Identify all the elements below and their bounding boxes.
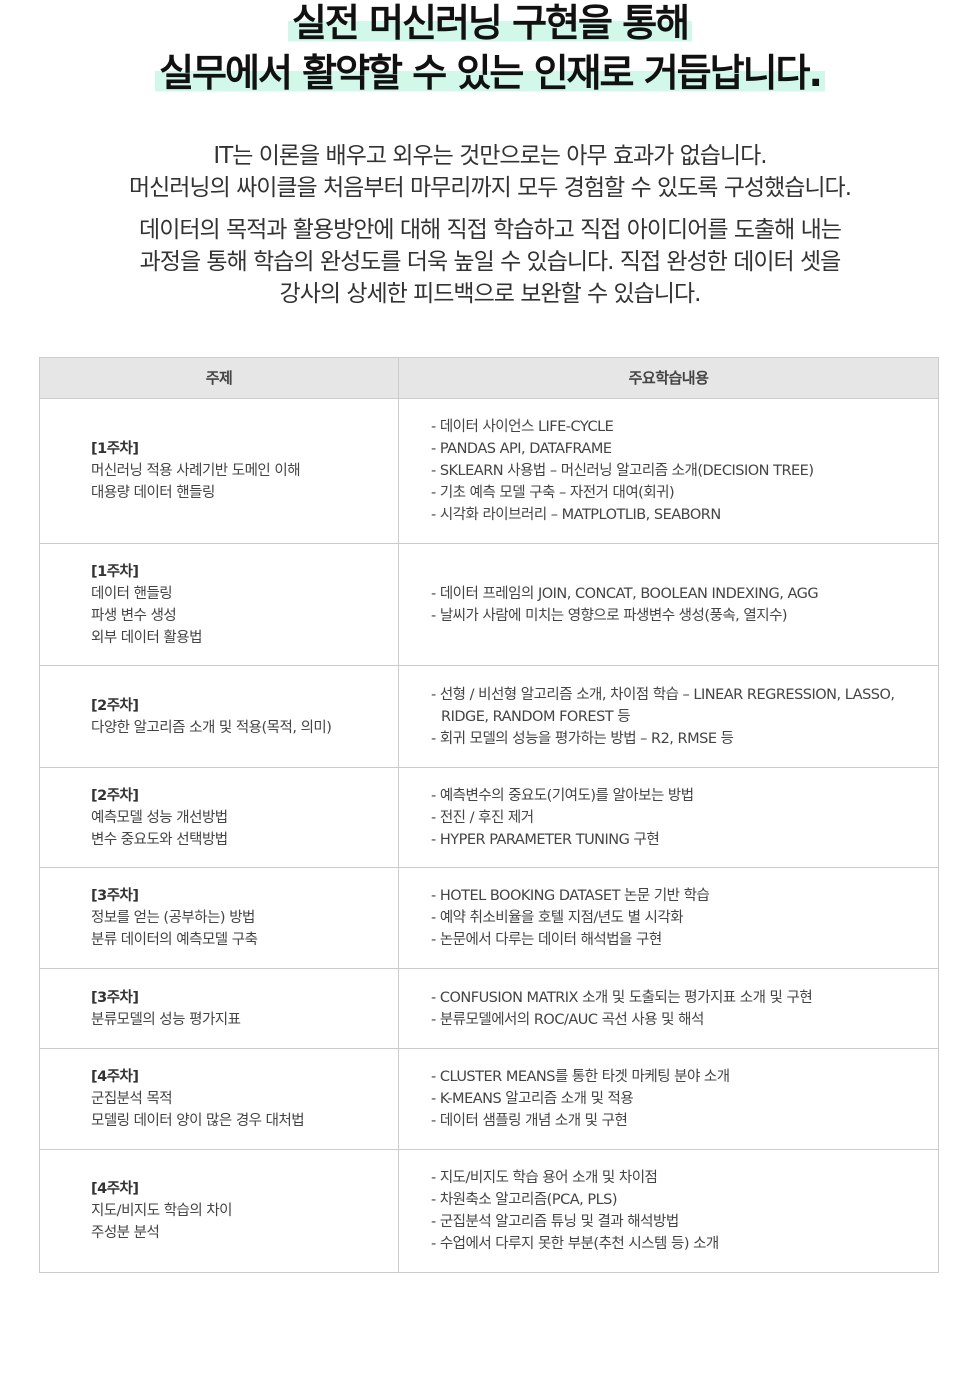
content-line: - 시각화 라이브러리 – MATPLOTLIB, SEABORN bbox=[431, 507, 721, 523]
contents-cell: - 예측변수의 중요도(기여도)를 알아보는 방법 - 전진 / 후진 제거 - H… bbox=[398, 767, 939, 868]
content-line: - 날씨가 사람에 미치는 영향으로 파생변수 생성(풍속, 열지수) bbox=[431, 607, 788, 624]
topic-line: 데이터 핸들링 bbox=[91, 585, 173, 602]
content-line: - PANDAS API, DATAFRAME bbox=[431, 441, 612, 457]
topic-cell: [3주차] 분류모델의 성능 평가지표 bbox=[39, 968, 399, 1049]
week-label: [2주차] bbox=[91, 697, 139, 714]
intro-paragraph-1: IT는 이론을 배우고 외우는 것만으로는 아무 효과가 없습니다. 머신러닝의 … bbox=[128, 143, 852, 201]
contents-cell: - 지도/비지도 학습 용어 소개 및 차이점 - 차원축소 알고리즘(PCA, … bbox=[398, 1149, 939, 1273]
table-row: [2주차] 다양한 알고리즘 소개 및 적용(목적, 의미) - 선형 / 비선형 … bbox=[39, 665, 939, 768]
topic-line: 주성분 분석 bbox=[91, 1225, 160, 1241]
content-line: - 데이터 사이언스 LIFE-CYCLE bbox=[431, 419, 614, 435]
content-line: - SKLEARN 사용법 – 머신러닝 알고리즘 소개(DECISION TR… bbox=[431, 463, 814, 479]
intro-text: IT는 이론을 배우고 외우는 것만으로는 아무 효과가 없습니다. 머신러닝의 … bbox=[0, 140, 980, 310]
topic-line: 파생 변수 생성 bbox=[91, 607, 177, 624]
intro-paragraph-2: 데이터의 목적과 활용방안에 대해 직접 학습하고 직접 아이디어를 도출해 내… bbox=[139, 217, 842, 307]
week-label: [4주차] bbox=[91, 1069, 139, 1085]
week-label: [3주차] bbox=[91, 888, 139, 904]
topic-line: 정보를 얻는 (공부하는) 방법 bbox=[91, 910, 255, 926]
contents-cell: - CLUSTER MEANS를 통한 타겟 마케팅 분야 소개 - K-MEAN… bbox=[398, 1048, 939, 1150]
content-line: - CLUSTER MEANS를 통한 타겟 마케팅 분야 소개 bbox=[431, 1069, 730, 1085]
week-label: [1주차] bbox=[91, 563, 139, 580]
contents-cell: - 데이터 사이언스 LIFE-CYCLE - PANDAS API, DATAF… bbox=[398, 398, 939, 544]
headline-line-2: 실무에서 활약할 수 있는 인재로 거듭납니다. bbox=[155, 51, 825, 95]
content-line: - 수업에서 다루지 못한 부분(추천 시스템 등) 소개 bbox=[431, 1236, 719, 1252]
content-line: - HYPER PARAMETER TUNING 구현 bbox=[431, 831, 660, 848]
week-label: [2주차] bbox=[91, 787, 139, 804]
contents-cell: - 데이터 프레임의 JOIN, CONCAT, BOOLEAN INDEXIN… bbox=[398, 543, 939, 666]
topic-line: 외부 데이터 활용법 bbox=[91, 629, 202, 646]
content-line: - 차원축소 알고리즘(PCA, PLS) bbox=[431, 1192, 618, 1208]
content-line: - 논문에서 다루는 데이터 해석법을 구현 bbox=[431, 932, 662, 948]
header-contents: 주요학습내용 bbox=[398, 357, 939, 399]
content-line: - 회귀 모델의 성능을 평가하는 방법 – R2, RMSE 등 bbox=[431, 730, 734, 747]
topic-line: 다양한 알고리즘 소개 및 적용(목적, 의미) bbox=[91, 719, 332, 736]
headline-line-1: 실전 머신러닝 구현을 통해 bbox=[287, 1, 693, 45]
table-row: [3주차] 분류모델의 성능 평가지표 - CONFUSION MATRIX 소개 … bbox=[39, 968, 939, 1049]
contents-cell: - HOTEL BOOKING DATASET 논문 기반 학습 - 예약 취소비… bbox=[398, 867, 939, 969]
week-label: [3주차] bbox=[91, 989, 139, 1006]
headline: 실전 머신러닝 구현을 통해 실무에서 활약할 수 있는 인재로 거듭납니다. bbox=[0, 0, 980, 100]
week-label: [1주차] bbox=[91, 441, 139, 457]
topic-line: 머신러닝 적용 사례기반 도메인 이해 bbox=[91, 463, 301, 479]
topic-line: 군집분석 목적 bbox=[91, 1091, 173, 1107]
content-line: - 선형 / 비선형 알고리즘 소개, 차이점 학습 – LINEAR REGR… bbox=[431, 686, 895, 725]
content-line: - HOTEL BOOKING DATASET 논문 기반 학습 bbox=[431, 888, 710, 904]
content-line: - 예약 취소비율을 호텔 지점/년도 별 시각화 bbox=[431, 910, 684, 926]
week-label: [4주차] bbox=[91, 1181, 139, 1197]
topic-line: 분류 데이터의 예측모델 구축 bbox=[91, 932, 258, 948]
topic-line: 지도/비지도 학습의 차이 bbox=[91, 1203, 233, 1219]
content-line: - 기초 예측 모델 구축 – 자전거 대여(회귀) bbox=[431, 485, 675, 501]
content-line: - 데이터 프레임의 JOIN, CONCAT, BOOLEAN INDEXIN… bbox=[431, 585, 819, 602]
contents-cell: - 선형 / 비선형 알고리즘 소개, 차이점 학습 – LINEAR REGR… bbox=[398, 665, 939, 768]
content-line: - CONFUSION MATRIX 소개 및 도출되는 평가지표 소개 및 구… bbox=[431, 989, 813, 1006]
header-topic: 주제 bbox=[39, 357, 399, 399]
content-line: - 분류모델에서의 ROC/AUC 곡선 사용 및 해석 bbox=[431, 1011, 704, 1028]
content-line: - 예측변수의 중요도(기여도)를 알아보는 방법 bbox=[431, 787, 694, 804]
topic-line: 대용량 데이터 핸들링 bbox=[91, 485, 215, 501]
topic-line: 예측모델 성능 개선방법 bbox=[91, 809, 228, 826]
content-line: - 군집분석 알고리즘 튜닝 및 결과 해석방법 bbox=[431, 1214, 679, 1230]
content-line: - 지도/비지도 학습 용어 소개 및 차이점 bbox=[431, 1170, 658, 1186]
topic-line: 변수 중요도와 선택방법 bbox=[91, 831, 228, 848]
content-line: - K-MEANS 알고리즘 소개 및 적용 bbox=[431, 1091, 634, 1107]
topic-line: 모델링 데이터 양이 많은 경우 대처법 bbox=[91, 1113, 305, 1129]
content-line: - 전진 / 후진 제거 bbox=[431, 809, 534, 826]
content-line: - 데이터 샘플링 개념 소개 및 구현 bbox=[431, 1113, 628, 1129]
contents-cell: - CONFUSION MATRIX 소개 및 도출되는 평가지표 소개 및 구… bbox=[398, 968, 939, 1049]
topic-line: 분류모델의 성능 평가지표 bbox=[91, 1011, 241, 1028]
topic-cell: [2주차] 다양한 알고리즘 소개 및 적용(목적, 의미) bbox=[39, 665, 399, 768]
